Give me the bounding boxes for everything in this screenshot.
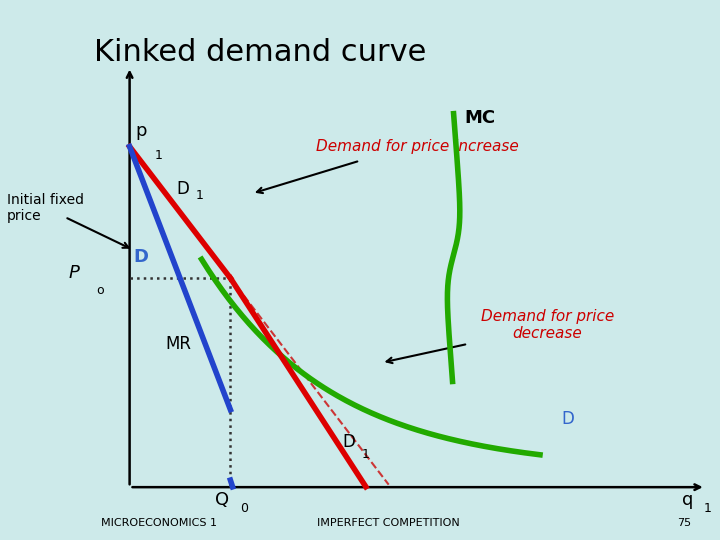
Text: 75: 75 [677, 518, 691, 529]
Text: Demand for price
decrease: Demand for price decrease [480, 309, 614, 341]
Text: IMPERFECT COMPETITION: IMPERFECT COMPETITION [317, 518, 459, 529]
Text: D: D [176, 180, 189, 198]
Text: D: D [562, 410, 575, 428]
Text: MR: MR [166, 335, 192, 353]
Text: D: D [133, 248, 148, 266]
Text: 1: 1 [196, 189, 204, 202]
Text: Initial fixed
price: Initial fixed price [7, 193, 84, 222]
Text: o: o [96, 284, 104, 297]
Text: 1: 1 [361, 448, 369, 461]
Text: 1: 1 [155, 149, 163, 162]
Text: 0: 0 [240, 502, 248, 515]
Text: MICROECONOMICS 1: MICROECONOMICS 1 [101, 518, 217, 529]
Text: D: D [342, 433, 355, 451]
Text: p: p [135, 122, 147, 139]
Text: q: q [682, 491, 693, 509]
Text: P: P [68, 265, 79, 282]
Text: Kinked demand curve: Kinked demand curve [94, 38, 426, 67]
Text: MC: MC [464, 109, 495, 127]
Text: Demand for price increase: Demand for price increase [316, 139, 519, 154]
Text: Q: Q [215, 491, 229, 509]
Text: 1: 1 [704, 502, 712, 515]
